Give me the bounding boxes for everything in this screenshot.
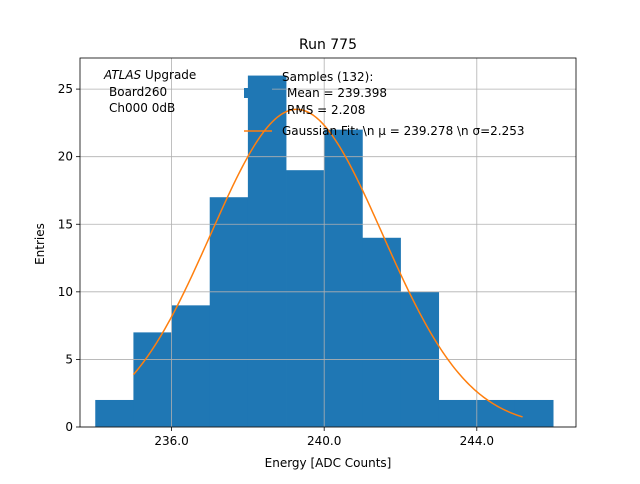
histogram-bar-9: [438, 399, 478, 427]
plot-area: 236.0 240.0 244.0 0 5 10 15 20 25: [58, 57, 577, 448]
histogram-bar-3: [209, 197, 249, 427]
histogram-bar-6: [324, 129, 363, 427]
x-tick-label-0: 236.0: [154, 434, 188, 448]
histogram-bar-4: [247, 75, 287, 428]
histogram-bar-10: [476, 399, 516, 427]
board-label: Board260: [109, 85, 167, 99]
gaussian-fit-curve: [132, 108, 523, 418]
legend: Samples (132): Mean = 239.398 RMS = 2.20…: [244, 70, 525, 138]
histogram-bar-5: [286, 170, 325, 427]
histogram-bar-7: [362, 237, 401, 427]
annotation-box: ATLAS Upgrade Board260 Ch000 0dB: [103, 68, 196, 115]
legend-rms-label: RMS = 2.208: [287, 103, 365, 117]
upgrade-label: Upgrade: [141, 68, 196, 82]
y-tick-label-0: 0: [65, 420, 73, 434]
chart-title: Run 775: [299, 37, 357, 53]
y-tick-label-5: 25: [58, 82, 73, 96]
histogram-bar-0: [95, 399, 134, 427]
axes-frame: [79, 57, 577, 428]
x-tick-label-2: 244.0: [460, 434, 494, 448]
histogram-bar-2: [171, 305, 211, 427]
atlas-label: ATLAS: [103, 68, 142, 82]
y-tick-label-1: 5: [65, 352, 73, 366]
y-tick-label-4: 20: [58, 150, 73, 164]
histogram-bar-1: [133, 332, 172, 427]
y-axis-label: Entries: [33, 223, 47, 265]
svg-text:ATLAS Upgrade: ATLAS Upgrade: [103, 68, 196, 82]
legend-mean-label: Mean = 239.398: [287, 86, 387, 100]
x-axis-label: Energy [ADC Counts]: [265, 456, 392, 470]
x-tick-label-1: 240.0: [307, 434, 341, 448]
legend-samples-label: Samples (132):: [282, 70, 373, 84]
legend-fit-label: Gaussian Fit: \n μ = 239.278 \n σ=2.253: [282, 124, 525, 138]
channel-label: Ch000 0dB: [109, 101, 175, 115]
histogram-bar-11: [514, 399, 554, 427]
y-tick-label-2: 10: [58, 285, 73, 299]
y-tick-label-3: 15: [58, 217, 73, 231]
legend-samples-swatch: [244, 88, 272, 98]
